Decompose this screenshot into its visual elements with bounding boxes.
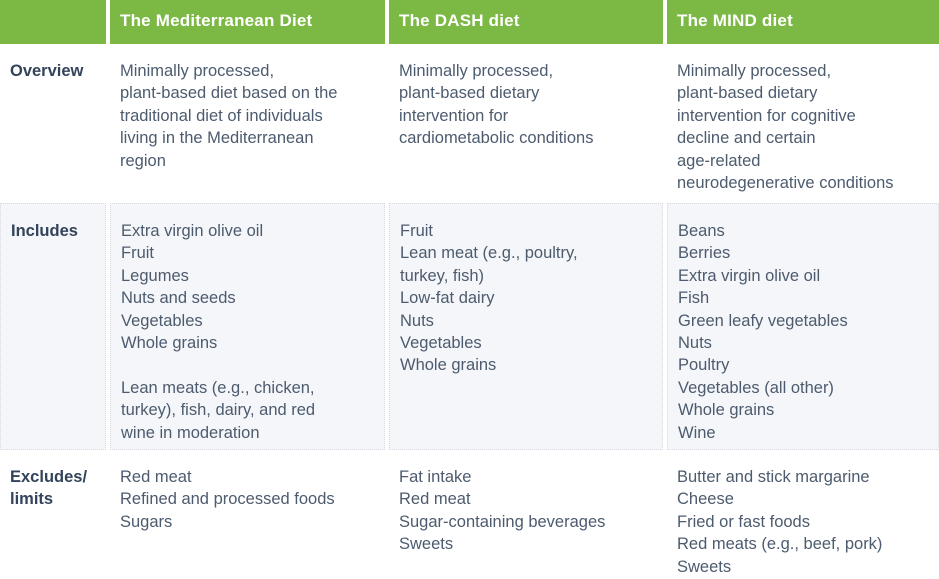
row-label-includes: Includes [0, 203, 106, 450]
cell-overview-mediterranean: Minimally processed, plant-based diet ba… [120, 62, 338, 170]
row-label-excludes-limits: Excludes/ limits [10, 468, 88, 508]
cell-overview-mind: Minimally processed, plant-based dietary… [677, 62, 894, 193]
cell-excludes-dash: Fat intake Red meat Sugar-containing bev… [399, 468, 606, 554]
cell-excludes-mediterranean: Red meat Refined and processed foods Sug… [120, 468, 335, 531]
cell-excludes-mind: Butter and stick margarine Cheese Fried … [677, 468, 883, 576]
header-cell-row-label-spacer [0, 0, 106, 44]
cell-includes-dash: Fruit Lean meat (e.g., poultry, turkey, … [389, 203, 663, 450]
header-cell-mind-diet: The MIND diet [667, 0, 939, 44]
row-label-overview: Overview [10, 62, 84, 80]
cell-includes-mind: Beans Berries Extra virgin olive oil Fis… [667, 203, 939, 450]
cell-includes-mediterranean: Extra virgin olive oil Fruit Legumes Nut… [110, 203, 385, 450]
cell-overview-dash: Minimally processed, plant-based dietary… [399, 62, 594, 148]
header-cell-mediterranean-diet: The Mediterranean Diet [110, 0, 385, 44]
header-cell-dash-diet: The DASH diet [389, 0, 663, 44]
